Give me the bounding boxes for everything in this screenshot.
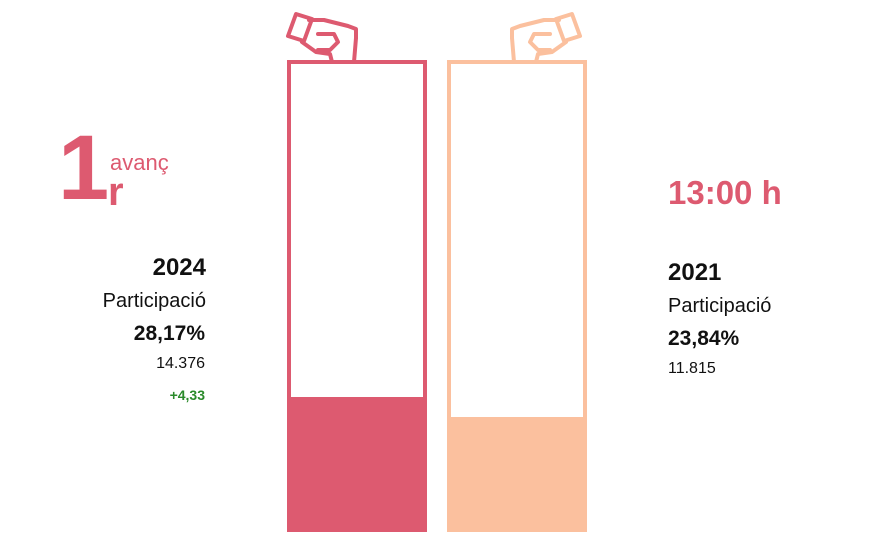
participation-fill-2021 <box>451 417 583 528</box>
ballot-urn-2021 <box>447 60 587 532</box>
voter-count-2024: 14.376 <box>156 355 205 372</box>
voter-count-2021: 11.815 <box>668 360 716 377</box>
year-2021: 2021 <box>668 259 722 286</box>
ballot-hand-icon <box>510 12 582 64</box>
year-2024: 2024 <box>152 254 206 281</box>
ballot-urn-2024 <box>287 60 427 532</box>
participation-pct-2021: 23,84% <box>668 327 740 350</box>
participation-diff: +4,33 <box>169 387 205 403</box>
time-label: 13:00 h <box>668 174 782 211</box>
participation-fill-2024 <box>291 397 423 528</box>
ballot-hand-icon <box>286 12 358 64</box>
advance-number: 1 <box>58 117 109 219</box>
participation-label-2024: Participació <box>102 290 206 312</box>
advance-suffix: r <box>108 170 124 214</box>
participation-pct-2024: 28,17% <box>133 322 205 345</box>
advance-word: avanç <box>110 150 169 175</box>
participation-label-2021: Participació <box>668 295 772 317</box>
